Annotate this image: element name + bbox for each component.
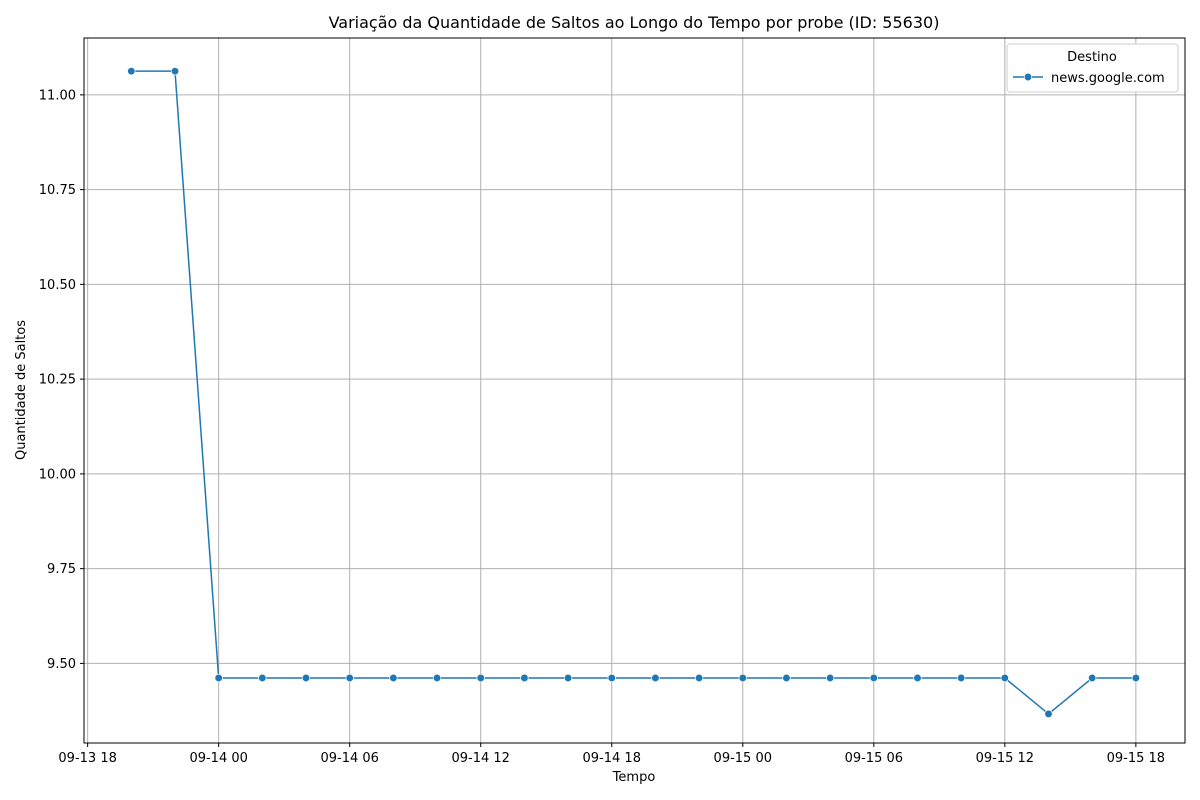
x-tick-label: 09-14 18 (583, 751, 641, 766)
y-axis-label: Quantidade de Saltos (14, 320, 29, 460)
data-point (214, 673, 223, 683)
x-tick-label: 09-13 18 (58, 751, 116, 766)
data-point (432, 673, 442, 683)
y-tick-label: 10.75 (39, 183, 76, 198)
data-point (869, 673, 878, 683)
data-point (1044, 709, 1053, 719)
data-point (957, 673, 966, 683)
y-tick-label: 9.75 (47, 562, 76, 577)
y-axis: 9.50 9.75 10.00 10.25 10.50 10.75 11.00 (39, 88, 84, 672)
data-point (301, 673, 311, 683)
y-tick-label: 10.25 (39, 373, 76, 388)
y-tick-label: 9.50 (47, 657, 76, 672)
data-point (170, 67, 180, 76)
data-point (651, 673, 660, 683)
plot-area-frame (83, 37, 1186, 744)
data-point (520, 673, 529, 683)
legend-label-news-google: news.google.com (1051, 71, 1165, 86)
x-tick-label: 09-15 18 (1107, 751, 1165, 766)
x-axis-label: Tempo (612, 770, 656, 785)
x-tick-label: 09-15 12 (976, 751, 1034, 766)
x-tick-label: 09-14 00 (189, 751, 247, 766)
y-tick-label: 10.00 (39, 467, 76, 482)
data-point (913, 673, 922, 683)
legend-frame (1006, 43, 1179, 93)
legend-marker-icon (1023, 72, 1033, 82)
x-axis: 09-13 18 09-14 00 09-14 06 09-14 12 09-14 18… (58, 743, 1165, 766)
y-tick-label: 11.00 (39, 88, 76, 103)
x-tick-label: 09-15 00 (714, 751, 772, 766)
legend-title: Destino (1067, 50, 1117, 65)
y-tick-label: 10.50 (39, 278, 76, 293)
data-point (607, 673, 616, 683)
data-point (1088, 673, 1097, 683)
data-point (563, 673, 573, 683)
legend: Destino news.google.com (1006, 43, 1179, 93)
data-point (345, 673, 354, 683)
data-point (1000, 673, 1009, 683)
x-tick-label: 09-14 12 (451, 751, 509, 766)
data-point (825, 673, 835, 683)
series-layer (127, 67, 1141, 719)
x-tick-label: 09-14 06 (320, 751, 378, 766)
data-point (694, 673, 704, 683)
data-point (782, 673, 791, 683)
data-point (476, 673, 485, 683)
data-point (738, 673, 747, 683)
data-point (258, 673, 267, 683)
chart-title: Variação da Quantidade de Saltos ao Long… (329, 13, 940, 32)
series-line (131, 70, 1136, 715)
grid (84, 38, 1185, 743)
data-point (127, 67, 136, 76)
data-point (389, 673, 398, 683)
data-point (1131, 673, 1141, 683)
x-tick-label: 09-15 06 (845, 751, 903, 766)
